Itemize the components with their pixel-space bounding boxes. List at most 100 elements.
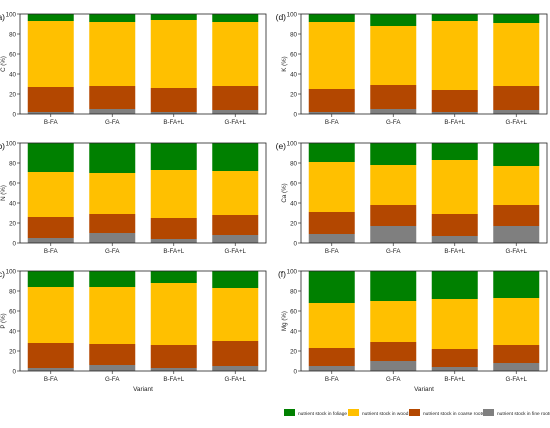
y-tick-label: 40	[9, 328, 16, 335]
y-axis-label: C (%)	[0, 56, 7, 72]
bar-segment	[370, 143, 417, 165]
y-tick-label: 20	[290, 348, 297, 355]
plot-frame	[300, 270, 548, 372]
x-tick-label: B-FA	[44, 248, 59, 255]
bar-segment	[493, 271, 540, 298]
bar-segment	[150, 218, 197, 239]
bar-segment	[370, 301, 417, 342]
y-tick-label: 20	[9, 220, 16, 227]
bar-segment	[27, 112, 74, 114]
x-tick-label: G-FA	[105, 119, 120, 126]
bar-segment	[431, 112, 478, 114]
y-tick-label: 60	[9, 308, 16, 315]
bar-segment	[493, 298, 540, 345]
panel-label: (f)	[278, 269, 286, 279]
y-tick-label: 40	[290, 200, 297, 207]
x-axis-label: Variant	[414, 386, 434, 393]
chart-panel: 0 20 40 60 80 100 P (%) (c) B-FA G-FA B-FA+L G-FA+L	[0, 268, 267, 383]
bar-segment	[370, 26, 417, 85]
bar-segment	[493, 110, 540, 114]
y-tick-label: 0	[294, 240, 298, 247]
bar-segment	[150, 14, 197, 20]
y-tick-label: 80	[290, 31, 297, 38]
y-tick-label: 100	[6, 268, 17, 275]
bar-segment	[150, 271, 197, 283]
y-tick-label: 80	[9, 288, 16, 295]
bar-segment	[212, 22, 259, 86]
x-tick-label: B-FA+L	[163, 119, 184, 126]
legend-swatch	[348, 409, 359, 416]
y-tick-label: 60	[9, 180, 16, 187]
bar-segment	[431, 143, 478, 160]
x-tick-label: B-FA	[44, 119, 59, 126]
bar-segment	[212, 288, 259, 341]
legend-swatch	[483, 409, 494, 416]
x-tick-label: G-FA+L	[225, 248, 247, 255]
bar-segment	[89, 22, 136, 86]
bar-segment	[150, 20, 197, 88]
bar-segment	[431, 90, 478, 112]
chart-panel: 0 20 40 60 80 100 K (%) (d) B-FA G-FA B-FA+L G-FA+L	[276, 11, 548, 126]
y-tick-label: 0	[294, 111, 298, 118]
bar-segment	[308, 234, 355, 243]
bar-segment	[89, 344, 136, 365]
bar-segment	[308, 162, 355, 212]
legend-label: nutrient stock in foliage	[298, 411, 347, 417]
bar-segment	[370, 85, 417, 109]
legend-label: nutrient stock in fine roots	[497, 411, 550, 417]
bar-segment	[27, 368, 74, 371]
y-tick-label: 80	[290, 288, 297, 295]
x-tick-label: B-FA+L	[444, 248, 465, 255]
y-tick-label: 80	[9, 31, 16, 38]
x-tick-label: B-FA	[44, 376, 59, 383]
x-tick-label: G-FA	[105, 376, 120, 383]
bar-segment	[308, 303, 355, 348]
x-tick-label: G-FA+L	[506, 376, 528, 383]
bar-segment	[493, 86, 540, 110]
chart-panel: 0 20 40 60 80 100 N (%) (b) B-FA G-FA B-FA+L G-FA+L	[0, 140, 267, 255]
bar-segment	[212, 341, 259, 366]
y-axis-label: Ca (%)	[281, 183, 288, 202]
y-tick-label: 0	[13, 368, 17, 375]
legend-label: nutrient stock in coarse roots	[423, 411, 485, 417]
x-tick-label: B-FA+L	[444, 119, 465, 126]
y-tick-label: 40	[9, 71, 16, 78]
y-tick-label: 80	[290, 160, 297, 167]
x-tick-label: G-FA	[105, 248, 120, 255]
y-tick-label: 0	[294, 368, 298, 375]
y-tick-label: 20	[9, 348, 16, 355]
panel-label: (b)	[0, 141, 5, 151]
y-tick-label: 0	[13, 111, 17, 118]
x-tick-label: B-FA+L	[444, 376, 465, 383]
bar-segment	[431, 160, 478, 214]
x-tick-label: G-FA+L	[225, 376, 247, 383]
y-axis-label: K (%)	[281, 56, 288, 71]
bar-segment	[89, 233, 136, 243]
plot-frame	[300, 13, 548, 115]
bar-segment	[27, 217, 74, 238]
chart-panel: 0 20 40 60 80 100 C (%) (a) B-FA G-FA B-FA+L G-FA+L	[0, 11, 267, 126]
bar-segment	[431, 236, 478, 243]
bar-segment	[212, 235, 259, 243]
y-tick-label: 60	[290, 180, 297, 187]
bar-segment	[308, 348, 355, 366]
x-tick-label: G-FA+L	[506, 248, 528, 255]
x-axis-label: Variant	[133, 386, 153, 393]
x-tick-label: G-FA	[386, 376, 401, 383]
bar-segment	[89, 14, 136, 22]
bar-segment	[89, 143, 136, 173]
bar-segment	[370, 271, 417, 301]
bar-segment	[212, 271, 259, 288]
y-tick-label: 20	[290, 220, 297, 227]
bar-segment	[308, 14, 355, 22]
y-tick-label: 100	[6, 140, 17, 147]
y-axis-label: P (%)	[0, 313, 7, 328]
y-axis-label: N (%)	[0, 185, 7, 201]
panel-label: (d)	[276, 12, 287, 22]
bar-segment	[493, 14, 540, 23]
panel-label: (a)	[0, 12, 5, 22]
bar-segment	[150, 283, 197, 345]
bar-segment	[308, 212, 355, 234]
bar-segment	[370, 109, 417, 114]
